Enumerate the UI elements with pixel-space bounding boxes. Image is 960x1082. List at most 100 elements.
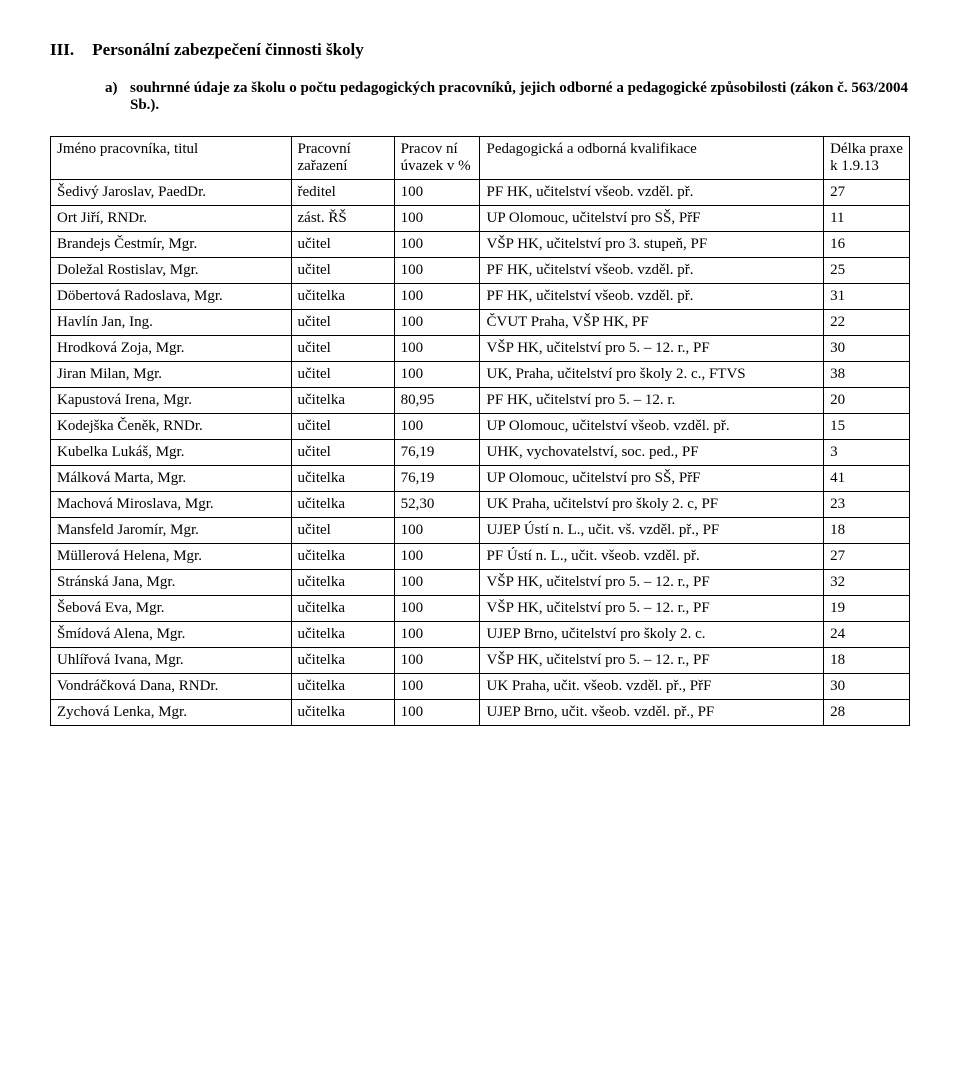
table-row: Uhlířová Ivana, Mgr.učitelka100VŠP HK, u… xyxy=(51,648,910,674)
cell-position: učitelka xyxy=(291,388,394,414)
cell-length: 28 xyxy=(824,700,910,726)
cell-qualification: UK Praha, učit. všeob. vzděl. př., PřF xyxy=(480,674,824,700)
table-row: Kodejška Čeněk, RNDr.učitel100UP Olomouc… xyxy=(51,414,910,440)
cell-position: učitelka xyxy=(291,492,394,518)
cell-position: učitel xyxy=(291,414,394,440)
cell-pct: 100 xyxy=(394,674,480,700)
cell-pct: 100 xyxy=(394,206,480,232)
cell-pct: 100 xyxy=(394,414,480,440)
table-row: Döbertová Radoslava, Mgr.učitelka100PF H… xyxy=(51,284,910,310)
table-row: Vondráčková Dana, RNDr.učitelka100UK Pra… xyxy=(51,674,910,700)
cell-qualification: UP Olomouc, učitelství všeob. vzděl. př. xyxy=(480,414,824,440)
cell-position: učitelka xyxy=(291,674,394,700)
cell-length: 18 xyxy=(824,648,910,674)
cell-length: 19 xyxy=(824,596,910,622)
section-roman: III. xyxy=(50,40,88,60)
cell-position: ředitel xyxy=(291,180,394,206)
cell-pct: 100 xyxy=(394,596,480,622)
header-length: Délka praxe k 1.9.13 xyxy=(824,137,910,180)
cell-length: 25 xyxy=(824,258,910,284)
cell-pct: 100 xyxy=(394,700,480,726)
cell-position: učitel xyxy=(291,232,394,258)
cell-position: učitel xyxy=(291,440,394,466)
cell-pct: 76,19 xyxy=(394,466,480,492)
cell-pct: 80,95 xyxy=(394,388,480,414)
cell-qualification: VŠP HK, učitelství pro 5. – 12. r., PF xyxy=(480,596,824,622)
cell-name: Uhlířová Ivana, Mgr. xyxy=(51,648,292,674)
cell-length: 27 xyxy=(824,544,910,570)
table-row: Šedivý Jaroslav, PaedDr.ředitel100PF HK,… xyxy=(51,180,910,206)
staff-table: Jméno pracovníka, titul Pracovní zařazen… xyxy=(50,136,910,726)
cell-position: učitelka xyxy=(291,622,394,648)
table-row: Müllerová Helena, Mgr.učitelka100PF Ústí… xyxy=(51,544,910,570)
sub-point: a) souhrnné údaje za školu o počtu pedag… xyxy=(105,80,910,114)
cell-name: Machová Miroslava, Mgr. xyxy=(51,492,292,518)
table-row: Hrodková Zoja, Mgr.učitel100VŠP HK, učit… xyxy=(51,336,910,362)
cell-pct: 100 xyxy=(394,648,480,674)
cell-name: Jiran Milan, Mgr. xyxy=(51,362,292,388)
cell-pct: 100 xyxy=(394,544,480,570)
cell-name: Doležal Rostislav, Mgr. xyxy=(51,258,292,284)
cell-qualification: PF HK, učitelství všeob. vzděl. př. xyxy=(480,284,824,310)
cell-qualification: UP Olomouc, učitelství pro SŠ, PřF xyxy=(480,466,824,492)
cell-name: Šmídová Alena, Mgr. xyxy=(51,622,292,648)
table-row: Šmídová Alena, Mgr.učitelka100UJEP Brno,… xyxy=(51,622,910,648)
cell-qualification: UP Olomouc, učitelství pro SŠ, PřF xyxy=(480,206,824,232)
cell-qualification: PF HK, učitelství pro 5. – 12. r. xyxy=(480,388,824,414)
header-pct: Pracov ní úvazek v % xyxy=(394,137,480,180)
table-row: Machová Miroslava, Mgr.učitelka52,30UK P… xyxy=(51,492,910,518)
section-title: Personální zabezpečení činnosti školy xyxy=(92,40,364,59)
table-row: Ort Jiří, RNDr.zást. ŘŠ100UP Olomouc, uč… xyxy=(51,206,910,232)
cell-pct: 52,30 xyxy=(394,492,480,518)
cell-length: 15 xyxy=(824,414,910,440)
cell-pct: 76,19 xyxy=(394,440,480,466)
table-row: Málková Marta, Mgr.učitelka76,19UP Olomo… xyxy=(51,466,910,492)
sub-point-letter: a) xyxy=(105,80,130,114)
cell-name: Vondráčková Dana, RNDr. xyxy=(51,674,292,700)
cell-position: učitelka xyxy=(291,284,394,310)
header-qualification: Pedagogická a odborná kvalifikace xyxy=(480,137,824,180)
cell-pct: 100 xyxy=(394,336,480,362)
cell-name: Kodejška Čeněk, RNDr. xyxy=(51,414,292,440)
cell-position: učitelka xyxy=(291,700,394,726)
cell-name: Müllerová Helena, Mgr. xyxy=(51,544,292,570)
cell-name: Šedivý Jaroslav, PaedDr. xyxy=(51,180,292,206)
cell-length: 41 xyxy=(824,466,910,492)
cell-name: Hrodková Zoja, Mgr. xyxy=(51,336,292,362)
cell-qualification: VŠP HK, učitelství pro 3. stupeň, PF xyxy=(480,232,824,258)
cell-qualification: UJEP Brno, učitelství pro školy 2. c. xyxy=(480,622,824,648)
cell-position: učitel xyxy=(291,258,394,284)
cell-qualification: PF Ústí n. L., učit. všeob. vzděl. př. xyxy=(480,544,824,570)
cell-pct: 100 xyxy=(394,310,480,336)
cell-name: Zychová Lenka, Mgr. xyxy=(51,700,292,726)
cell-qualification: PF HK, učitelství všeob. vzděl. př. xyxy=(480,258,824,284)
cell-qualification: UJEP Ústí n. L., učit. vš. vzděl. př., P… xyxy=(480,518,824,544)
cell-pct: 100 xyxy=(394,362,480,388)
cell-name: Brandejs Čestmír, Mgr. xyxy=(51,232,292,258)
cell-name: Ort Jiří, RNDr. xyxy=(51,206,292,232)
cell-length: 38 xyxy=(824,362,910,388)
cell-qualification: PF HK, učitelství všeob. vzděl. př. xyxy=(480,180,824,206)
cell-position: učitel xyxy=(291,518,394,544)
cell-qualification: VŠP HK, učitelství pro 5. – 12. r., PF xyxy=(480,336,824,362)
cell-length: 23 xyxy=(824,492,910,518)
table-row: Kubelka Lukáš, Mgr.učitel76,19UHK, vycho… xyxy=(51,440,910,466)
table-row: Zychová Lenka, Mgr.učitelka100UJEP Brno,… xyxy=(51,700,910,726)
cell-position: zást. ŘŠ xyxy=(291,206,394,232)
cell-position: učitelka xyxy=(291,570,394,596)
table-row: Mansfeld Jaromír, Mgr.učitel100UJEP Ústí… xyxy=(51,518,910,544)
cell-length: 30 xyxy=(824,674,910,700)
cell-position: učitelka xyxy=(291,596,394,622)
cell-qualification: VŠP HK, učitelství pro 5. – 12. r., PF xyxy=(480,648,824,674)
cell-length: 11 xyxy=(824,206,910,232)
cell-name: Kapustová Irena, Mgr. xyxy=(51,388,292,414)
cell-pct: 100 xyxy=(394,180,480,206)
cell-pct: 100 xyxy=(394,622,480,648)
cell-pct: 100 xyxy=(394,258,480,284)
cell-position: učitel xyxy=(291,362,394,388)
cell-position: učitel xyxy=(291,336,394,362)
cell-position: učitelka xyxy=(291,648,394,674)
cell-name: Havlín Jan, Ing. xyxy=(51,310,292,336)
cell-length: 27 xyxy=(824,180,910,206)
cell-name: Stránská Jana, Mgr. xyxy=(51,570,292,596)
